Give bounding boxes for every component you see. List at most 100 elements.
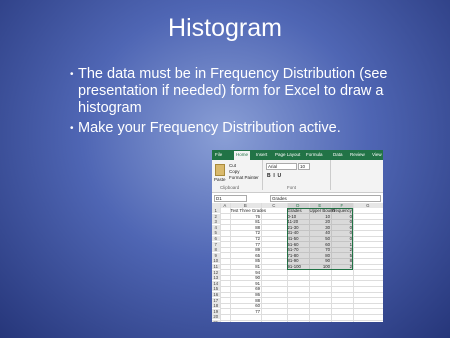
excel-screenshot: File Home Insert Page Layout Formula Data Revi…	[212, 150, 383, 322]
cell: 60	[325, 241, 330, 247]
cell: 20	[325, 219, 330, 225]
column-header: D	[287, 203, 309, 208]
row-header: 19	[212, 308, 220, 314]
cell: 5	[349, 252, 352, 258]
cell: 50	[325, 236, 330, 241]
row-header: 21	[212, 320, 220, 322]
row-header: 10	[212, 258, 220, 264]
cell: 80	[325, 252, 330, 258]
font-size[interactable]: 10	[298, 163, 310, 170]
group-label: Clipboard	[220, 185, 240, 190]
font-buttons[interactable]: B I U	[267, 173, 282, 179]
ribbon-tab[interactable]: Data	[333, 152, 343, 157]
row-header: 6	[212, 236, 220, 242]
column-header: E	[309, 203, 331, 208]
row-header: 9	[212, 252, 220, 258]
font-name[interactable]: Arial	[266, 163, 297, 170]
row-header: 14	[212, 280, 220, 286]
cell: 70	[325, 247, 330, 253]
column-header: G	[353, 203, 383, 208]
cell: Test Three Grades	[230, 208, 267, 213]
format-painter[interactable]: Format Painter	[229, 175, 259, 180]
ribbon-tab[interactable]: Formula	[306, 152, 323, 157]
cell: 88	[255, 297, 260, 303]
ribbon: Paste Cut Copy Format Painter Clipboard …	[212, 160, 383, 193]
column-header: F	[331, 203, 353, 208]
corner	[212, 203, 220, 208]
cell: 31-40	[287, 230, 299, 236]
cell: 65	[255, 252, 260, 258]
cell: 40	[325, 230, 330, 236]
column-header: A	[220, 203, 230, 208]
group-label: Font	[287, 185, 297, 190]
cell: 91-100	[287, 264, 301, 269]
cell: 86	[255, 292, 260, 297]
name-box[interactable]: D1	[214, 195, 247, 202]
cell: 51-60	[287, 241, 299, 247]
row-header: 1	[212, 208, 220, 214]
cell: 0	[349, 213, 352, 219]
ribbon-tab[interactable]: Insert	[256, 152, 268, 157]
cell: 76	[255, 213, 260, 219]
row-header: 2	[212, 213, 220, 219]
cell: Grades	[287, 208, 302, 213]
ribbon-tabs: File Home Insert Page Layout Formula Data Revi…	[212, 150, 383, 161]
row-header: 13	[212, 275, 220, 281]
cell: 85	[255, 258, 260, 264]
row-header: 18	[212, 303, 220, 309]
row-header: 12	[212, 269, 220, 275]
bullet: The data must be in Frequency Distributi…	[70, 66, 390, 117]
separator	[330, 160, 331, 190]
cell: 30	[325, 224, 330, 230]
paste-icon	[215, 164, 225, 176]
ribbon-tab[interactable]: File	[215, 152, 223, 157]
row-header: 4	[212, 224, 220, 230]
cell: 88	[255, 224, 260, 230]
cell: Upper Bound	[309, 208, 335, 213]
cell: 21-30	[287, 224, 299, 230]
cell: 90	[325, 258, 330, 264]
ribbon-tab[interactable]: Home	[234, 151, 251, 161]
row-header: 20	[212, 314, 220, 320]
cell: 81	[255, 219, 260, 225]
column-header: C	[261, 203, 287, 208]
selection	[287, 208, 353, 270]
cell: 41-50	[287, 236, 299, 241]
cell: 60	[255, 303, 260, 309]
cell: 11-20	[287, 219, 299, 225]
cell: 72	[255, 236, 260, 241]
cell: 100	[322, 264, 330, 269]
cell: 2	[349, 247, 352, 253]
row-header: 11	[212, 264, 220, 270]
ribbon-tab[interactable]: Page Layout	[275, 152, 301, 157]
slide-title: Histogram	[168, 14, 282, 42]
cell: 0	[349, 224, 352, 230]
column-header: B	[230, 203, 261, 208]
cell: 72	[255, 230, 260, 236]
ribbon-tab[interactable]: Review	[350, 152, 365, 157]
cell: 90	[255, 275, 260, 281]
ribbon-tab[interactable]: View	[372, 152, 382, 157]
separator	[262, 160, 263, 190]
row-header: 16	[212, 292, 220, 298]
cell: Frequency	[331, 208, 352, 213]
row-header: 7	[212, 241, 220, 247]
copy[interactable]: Copy	[229, 169, 240, 174]
cell: 81-90	[287, 258, 299, 264]
cell: 91	[255, 280, 260, 286]
row-header: 8	[212, 247, 220, 253]
row-header: 17	[212, 297, 220, 303]
cell: 77	[255, 241, 260, 247]
cell: 81	[255, 264, 260, 269]
cell: 69	[255, 286, 260, 292]
bullet: Make your Frequency Distribution active.	[70, 120, 390, 137]
cell: 0	[349, 236, 352, 241]
cell: 89	[255, 247, 260, 253]
row-header: 3	[212, 219, 220, 225]
formula-bar[interactable]: Grades	[270, 195, 381, 202]
row-header: 15	[212, 286, 220, 292]
cell: 0-10	[287, 213, 297, 219]
cell: 0	[349, 219, 352, 225]
cut[interactable]: Cut	[229, 163, 237, 168]
